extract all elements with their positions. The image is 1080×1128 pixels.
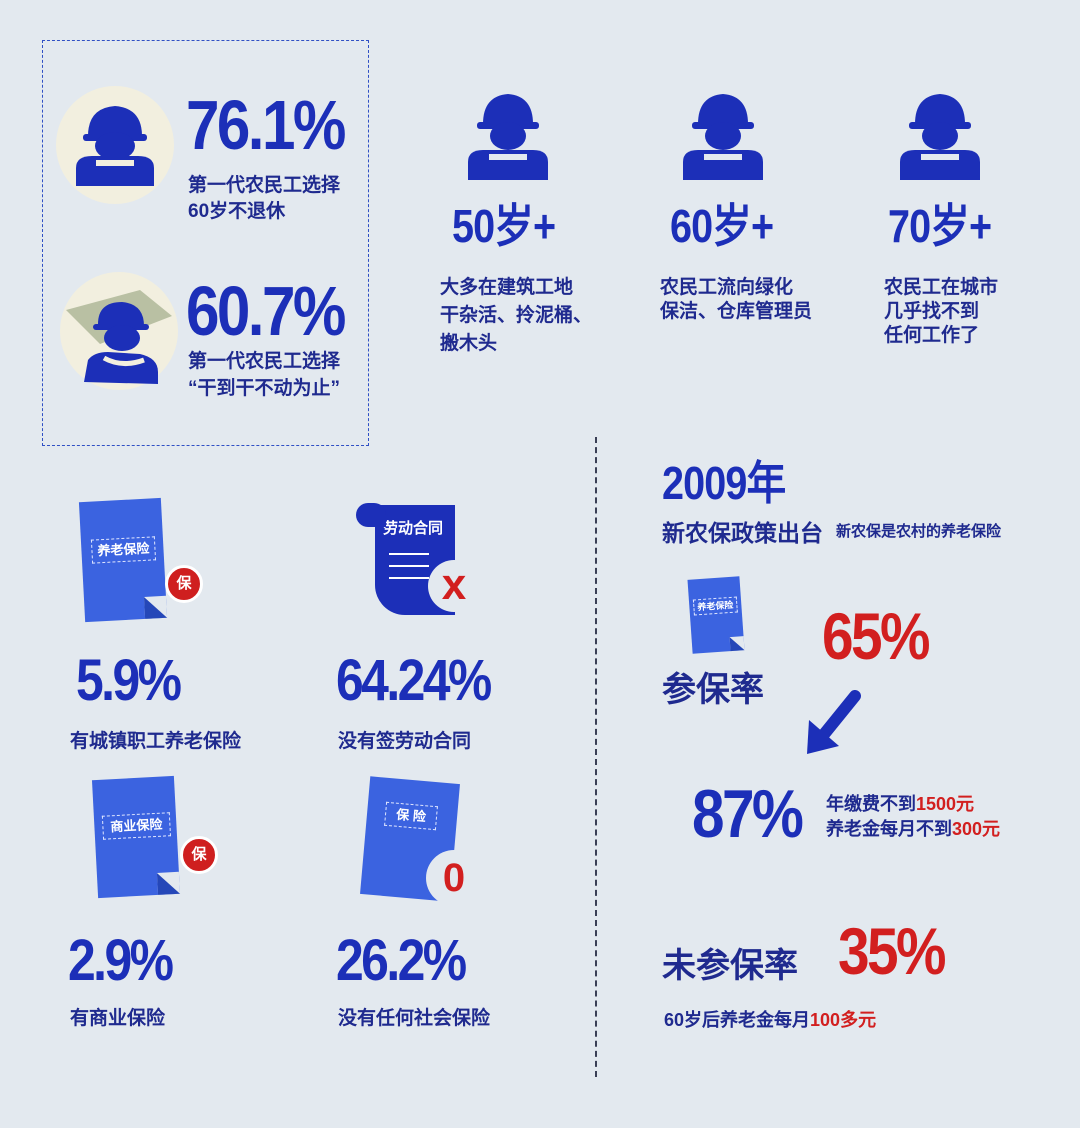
pension-insurance-value: 5.9% (76, 648, 182, 713)
uninsured-label: 未参保率 (662, 947, 798, 985)
stat1-caption-line2: 60岁不退休 (188, 201, 286, 222)
commercial-insurance-caption: 有商业保险 (70, 1008, 166, 1029)
shield-bao-icon: 保 (165, 565, 203, 603)
pension-doc-icon: 养老保险 (687, 576, 745, 654)
age-70-desc-line3: 任何工作了 (884, 325, 980, 346)
age-70-desc-line2: 几乎找不到 (884, 301, 980, 322)
participation-value: 65% (822, 599, 930, 673)
social-insurance-value: 26.2% (336, 928, 467, 993)
uninsured-value: 35% (838, 914, 946, 988)
pension-insurance-caption: 有城镇职工养老保险 (70, 731, 242, 752)
stat1-value: 76.1% (186, 86, 346, 164)
contract-roll-top (356, 503, 386, 527)
age-60-desc-line1: 农民工流向绿化 (660, 277, 794, 298)
monthly-pension-line: 养老金每月不到300元 (826, 819, 1001, 839)
pension-insurance-doc-icon: 养老保险 (78, 497, 168, 623)
age-50-desc-line2: 干杂活、拎泥桶、 (440, 305, 593, 326)
stat2-value: 60.7% (186, 272, 346, 350)
worker-icon-50 (468, 94, 548, 180)
hardhat-worker-icon (76, 106, 154, 186)
low-pay-value: 87% (692, 776, 804, 852)
worker-avatar (56, 86, 174, 204)
age-60-desc-line2: 保洁、仓库管理员 (660, 301, 813, 322)
social-insurance-caption: 没有任何社会保险 (338, 1008, 491, 1029)
shield-bao-icon: 保 (180, 836, 218, 874)
arrow-down-left-icon (807, 690, 861, 754)
policy-title: 新农保政策出台 (662, 520, 823, 546)
worker-icon-60 (683, 94, 763, 180)
pension-after-60-line: 60岁后养老金每月100多元 (664, 1010, 877, 1030)
stats-box (42, 40, 369, 446)
cross-x-icon: x (428, 560, 480, 612)
section-divider (595, 437, 597, 1077)
zero-badge-icon: 0 (426, 850, 482, 906)
age-60-label: 60岁+ (670, 200, 774, 252)
worker-icon-70 (900, 94, 980, 180)
commercial-insurance-value: 2.9% (68, 928, 174, 993)
commercial-insurance-doc-icon: 商业保险 (91, 775, 181, 899)
participation-label: 参保率 (662, 671, 764, 709)
age-70-desc-line1: 农民工在城市 (884, 277, 999, 298)
stat2-caption-line2: “干到干不动为止” (188, 378, 341, 399)
stat1-caption-line1: 第一代农民工选择 (188, 175, 341, 196)
age-50-desc-line1: 大多在建筑工地 (440, 277, 574, 298)
sleeping-worker-avatar (60, 272, 178, 390)
policy-year: 2009年 (662, 457, 786, 509)
age-50-desc-line3: 搬木头 (440, 333, 498, 354)
sleeping-worker-icon (66, 290, 172, 384)
age-70-label: 70岁+ (888, 200, 992, 252)
stat2-caption-line1: 第一代农民工选择 (188, 351, 341, 372)
annual-fee-line: 年缴费不到1500元 (826, 794, 975, 814)
labor-contract-value: 64.24% (336, 648, 492, 713)
policy-note: 新农保是农村的养老保险 (836, 523, 1002, 540)
labor-contract-caption: 没有签劳动合同 (338, 731, 472, 752)
age-50-label: 50岁+ (452, 200, 556, 252)
